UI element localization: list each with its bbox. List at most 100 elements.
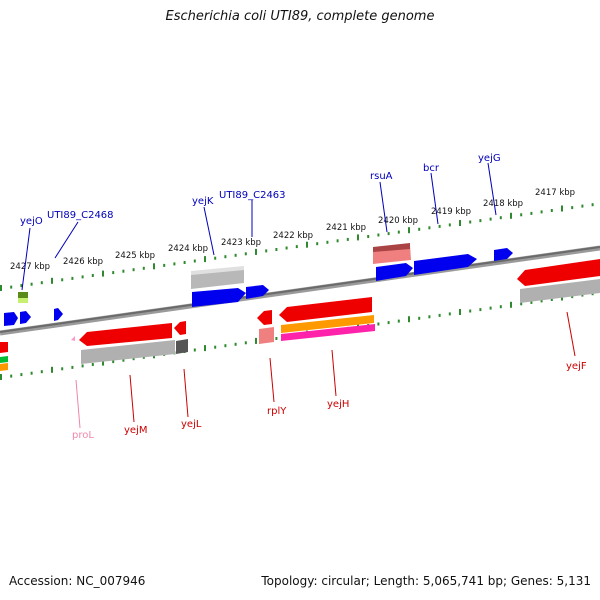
ruler-tick xyxy=(428,315,431,319)
gene-feature[interactable] xyxy=(176,339,188,354)
ruler-tick xyxy=(61,367,64,371)
ruler-tick xyxy=(540,299,543,303)
ruler-tick xyxy=(408,316,410,323)
gene-label[interactable]: rplY xyxy=(267,406,287,417)
ruler-tick xyxy=(112,271,115,275)
gene-feature[interactable] xyxy=(20,311,31,324)
gene-feature[interactable] xyxy=(192,288,246,307)
gene-feature[interactable] xyxy=(81,340,175,364)
ruler-tick xyxy=(448,312,451,316)
ruler-tick xyxy=(377,322,380,326)
ruler-tick xyxy=(510,301,512,308)
gene-label[interactable]: yejF xyxy=(566,361,587,372)
gene-feature[interactable] xyxy=(257,310,272,325)
gene-label[interactable]: proL xyxy=(72,430,94,441)
ruler-tick xyxy=(469,309,472,313)
gene-feature[interactable] xyxy=(517,259,600,286)
gene-label[interactable]: rsuA xyxy=(370,171,393,182)
gene-feature[interactable] xyxy=(373,243,410,252)
forward-gene-labels: yejO UTI89_C2468 yejK UTI89_C2463 rsuA b… xyxy=(20,153,501,291)
ruler-tick xyxy=(234,253,237,257)
scale-label: 2420 kbp xyxy=(378,216,418,226)
ruler-tick xyxy=(132,268,135,272)
ruler-tick xyxy=(193,348,196,352)
ruler-tick xyxy=(10,285,13,289)
ruler-tick xyxy=(295,245,298,249)
scale-label: 2418 kbp xyxy=(483,199,523,209)
scale-label: 2419 kbp xyxy=(431,207,471,217)
gene-feature[interactable] xyxy=(494,248,513,261)
ruler-tick xyxy=(479,308,482,312)
gene-feature[interactable] xyxy=(281,315,374,333)
gene-feature[interactable] xyxy=(18,292,28,298)
gene-label[interactable]: yejG xyxy=(478,153,501,164)
gene-label[interactable]: UTI89_C2468 xyxy=(47,210,114,221)
gene-label[interactable]: bcr xyxy=(423,163,440,174)
gene-feature[interactable] xyxy=(520,279,600,303)
gene-feature[interactable] xyxy=(279,297,372,322)
gene-feature[interactable] xyxy=(259,327,274,344)
ruler-tick xyxy=(193,259,196,263)
ruler-tick xyxy=(285,246,288,250)
ruler-tick xyxy=(122,269,125,273)
ruler-tick xyxy=(377,233,380,237)
ruler-tick xyxy=(489,306,492,310)
reverse-gene-labels: proL yejM yejL rplY yejH yejF xyxy=(72,311,587,441)
label-leader xyxy=(331,349,337,397)
label-leader xyxy=(75,379,81,429)
ruler-tick xyxy=(346,237,349,241)
ruler-tick xyxy=(102,359,104,366)
ruler-tick xyxy=(520,302,523,306)
gene-label[interactable]: yejM xyxy=(124,425,147,436)
ruler-tick xyxy=(10,374,13,378)
label-leader xyxy=(269,357,275,403)
ruler-tick xyxy=(367,235,370,238)
gene-feature[interactable] xyxy=(191,266,244,275)
scale-label: 2423 kbp xyxy=(221,238,261,248)
ruler-tick xyxy=(204,256,206,263)
gene-label[interactable]: yejH xyxy=(327,399,349,410)
gene-feature[interactable] xyxy=(4,312,18,326)
gene-label[interactable]: UTI89_C2463 xyxy=(219,190,286,201)
gene-feature[interactable] xyxy=(174,321,186,335)
gene-label[interactable]: yejO xyxy=(20,216,43,227)
ruler-tick xyxy=(102,270,104,277)
gene-feature[interactable] xyxy=(414,254,477,275)
ruler-tick xyxy=(81,364,84,368)
ruler-tick xyxy=(142,266,145,270)
upper-ruler xyxy=(0,203,594,291)
gene-label[interactable]: yejK xyxy=(192,196,214,207)
ruler-tick xyxy=(571,295,574,299)
gene-feature[interactable] xyxy=(0,363,8,371)
ruler-tick xyxy=(306,241,308,248)
gene-feature[interactable] xyxy=(18,298,28,303)
ruler-tick xyxy=(571,206,574,210)
ruler-tick xyxy=(51,366,53,373)
map-title: Escherichia coli UTI89, complete genome xyxy=(165,9,435,24)
ruler-tick xyxy=(81,275,84,279)
gene-feature[interactable] xyxy=(376,263,413,281)
ruler-tick xyxy=(561,205,563,212)
ruler-tick xyxy=(40,370,43,374)
forward-features[interactable] xyxy=(4,243,600,326)
ruler-tick xyxy=(214,256,217,260)
ruler-tick xyxy=(112,360,115,364)
gene-feature[interactable] xyxy=(246,285,269,299)
gene-feature[interactable] xyxy=(79,323,172,346)
gene-label[interactable]: yejL xyxy=(181,419,202,430)
gene-feature[interactable] xyxy=(54,308,63,321)
reverse-features[interactable] xyxy=(0,297,375,371)
gene-feature[interactable] xyxy=(0,356,8,363)
gene-feature[interactable] xyxy=(281,324,375,341)
ruler-tick xyxy=(397,230,400,234)
scale-label: 2426 kbp xyxy=(63,257,103,267)
gene-feature[interactable] xyxy=(0,342,8,353)
ruler-tick xyxy=(499,305,502,309)
ruler-tick xyxy=(204,345,206,352)
gene-feature[interactable] xyxy=(71,336,75,341)
scale-label: 2422 kbp xyxy=(273,231,313,241)
ruler-tick xyxy=(0,374,2,380)
ruler-tick xyxy=(469,220,472,224)
ruler-tick xyxy=(244,252,247,256)
